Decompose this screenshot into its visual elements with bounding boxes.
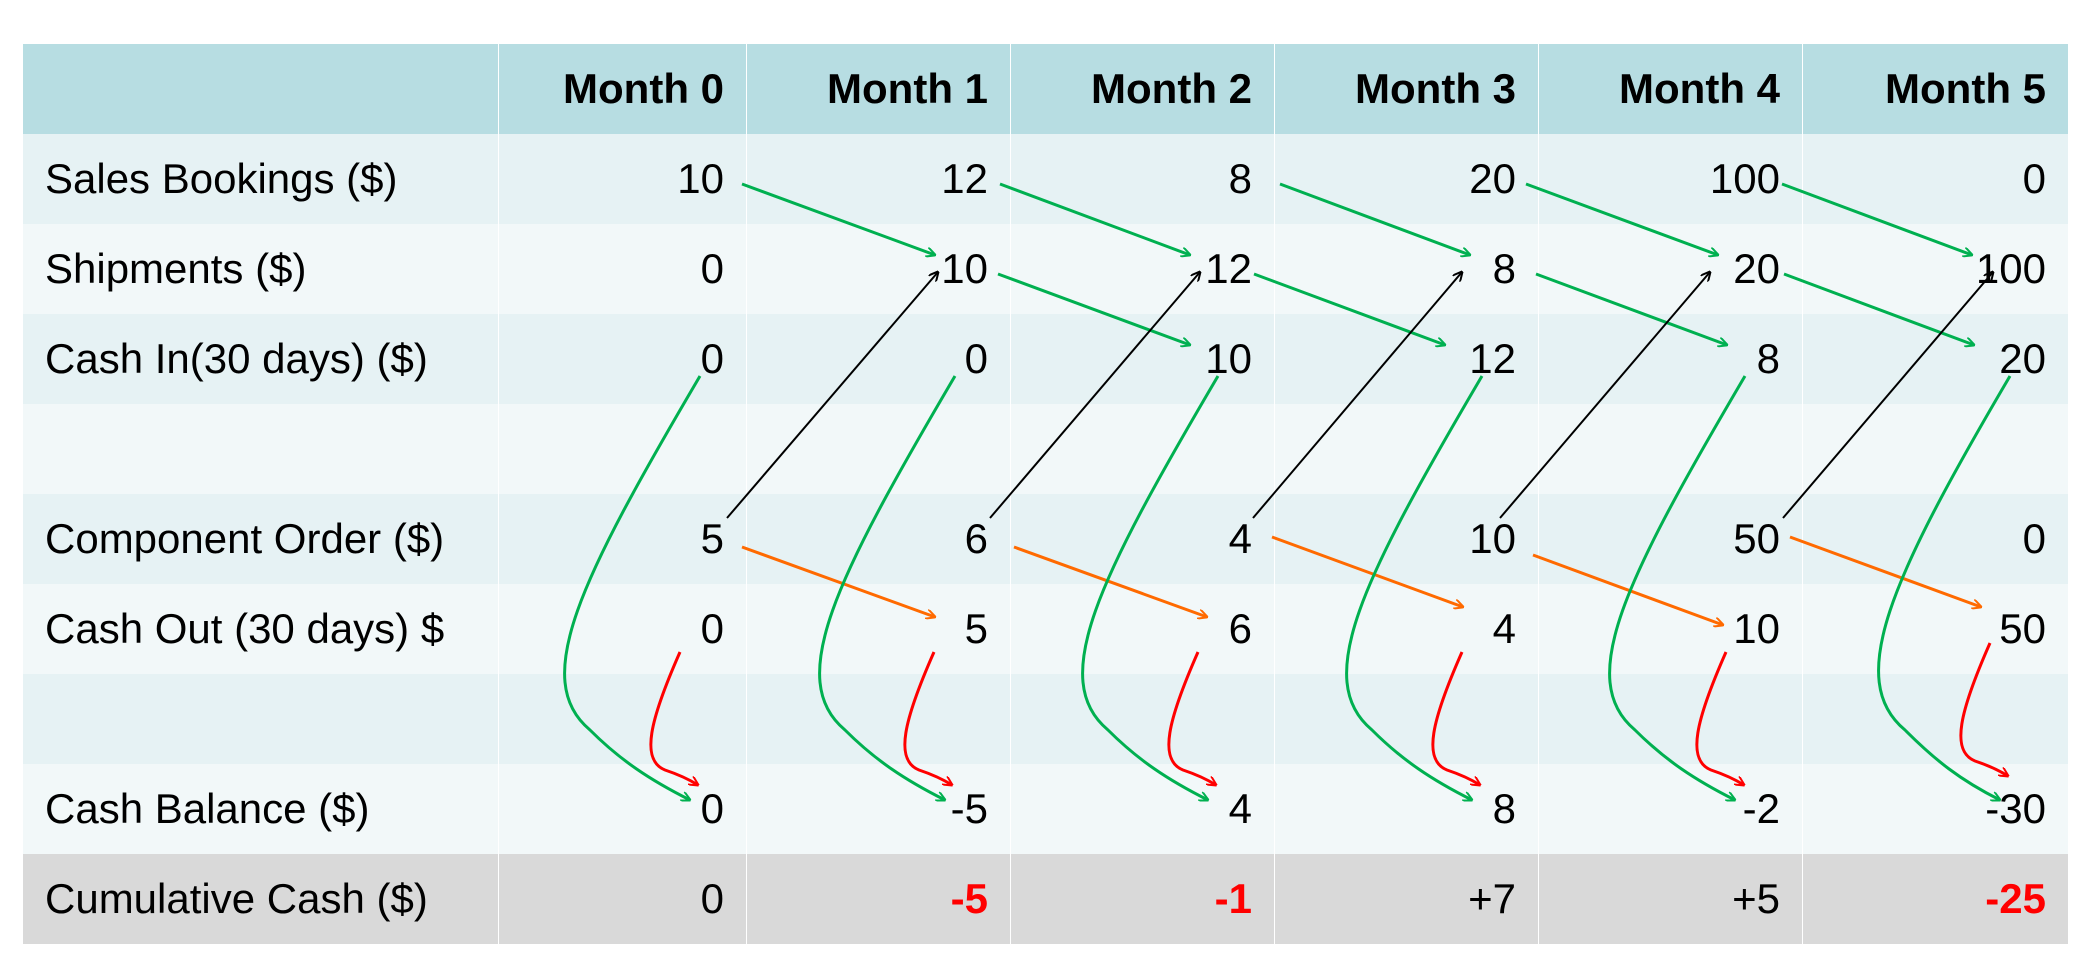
- row-label: [22, 404, 499, 494]
- header-row: Month 0 Month 1 Month 2 Month 3 Month 4 …: [22, 44, 2069, 134]
- cell-month-3: 8: [1274, 764, 1539, 854]
- cell-month-1: 6: [746, 494, 1011, 584]
- cell-month-4: +5: [1538, 854, 1803, 944]
- cell-month-0: 5: [498, 494, 747, 584]
- cell-month-1: [746, 674, 1011, 764]
- cell-month-2: 12: [1010, 224, 1275, 314]
- row-label: Shipments ($): [22, 224, 499, 314]
- cell-month-0: 0: [498, 764, 747, 854]
- cell-month-1: 5: [746, 584, 1011, 674]
- row-label: Cash Balance ($): [22, 764, 499, 854]
- row-label: Component Order ($): [22, 494, 499, 584]
- cell-month-2: 6: [1010, 584, 1275, 674]
- cell-month-4: 8: [1538, 314, 1803, 404]
- cell-month-3: 20: [1274, 134, 1539, 224]
- cell-month-2: [1010, 674, 1275, 764]
- header-month-5: Month 5: [1802, 44, 2069, 134]
- cell-month-2: 10: [1010, 314, 1275, 404]
- cell-month-5: 0: [1802, 494, 2069, 584]
- cell-month-3: 10: [1274, 494, 1539, 584]
- cell-month-5: 50: [1802, 584, 2069, 674]
- cell-month-4: 10: [1538, 584, 1803, 674]
- header-month-0: Month 0: [498, 44, 747, 134]
- cell-month-1: 12: [746, 134, 1011, 224]
- cashflow-table: Month 0 Month 1 Month 2 Month 3 Month 4 …: [22, 44, 2069, 944]
- header-month-2: Month 2: [1010, 44, 1275, 134]
- row-cash-in: Cash In(30 days) ($) 0 0 10 12 8 20: [22, 314, 2069, 404]
- row-label: Sales Bookings ($): [22, 134, 499, 224]
- row-spacer: [22, 404, 2069, 494]
- cell-month-0: 0: [498, 584, 747, 674]
- cell-month-4: -2: [1538, 764, 1803, 854]
- header-month-3: Month 3: [1274, 44, 1539, 134]
- cell-month-5: [1802, 674, 2069, 764]
- cell-month-2: 8: [1010, 134, 1275, 224]
- cell-month-5: -30: [1802, 764, 2069, 854]
- row-shipments: Shipments ($) 0 10 12 8 20 100: [22, 224, 2069, 314]
- row-label: Cash In(30 days) ($): [22, 314, 499, 404]
- header-month-1: Month 1: [746, 44, 1011, 134]
- cell-month-0: 0: [498, 224, 747, 314]
- cell-month-1: -5: [746, 764, 1011, 854]
- cell-month-0: 10: [498, 134, 747, 224]
- row-label: Cumulative Cash ($): [22, 854, 499, 944]
- cell-month-4: [1538, 674, 1803, 764]
- cell-month-0: [498, 674, 747, 764]
- cell-month-5: 100: [1802, 224, 2069, 314]
- cell-month-2: 4: [1010, 764, 1275, 854]
- cell-month-5: [1802, 404, 2069, 494]
- cell-month-2: -1: [1010, 854, 1275, 944]
- cell-month-1: 10: [746, 224, 1011, 314]
- row-cash-balance: Cash Balance ($) 0 -5 4 8 -2 -30: [22, 764, 2069, 854]
- cell-month-4: 20: [1538, 224, 1803, 314]
- row-cumulative-cash: Cumulative Cash ($) 0 -5 -1 +7 +5 -25: [22, 854, 2069, 944]
- cell-month-3: 12: [1274, 314, 1539, 404]
- row-label: [22, 674, 499, 764]
- header-month-4: Month 4: [1538, 44, 1803, 134]
- cell-month-1: 0: [746, 314, 1011, 404]
- header-corner-cell: [22, 44, 499, 134]
- cell-month-3: 4: [1274, 584, 1539, 674]
- cell-month-0: 0: [498, 314, 747, 404]
- row-label: Cash Out (30 days) $: [22, 584, 499, 674]
- row-spacer: [22, 674, 2069, 764]
- cell-month-4: 100: [1538, 134, 1803, 224]
- cell-month-5: -25: [1802, 854, 2069, 944]
- cell-month-4: [1538, 404, 1803, 494]
- cell-month-0: [498, 404, 747, 494]
- cell-month-5: 0: [1802, 134, 2069, 224]
- cell-month-1: [746, 404, 1011, 494]
- cell-month-5: 20: [1802, 314, 2069, 404]
- row-cash-out: Cash Out (30 days) $ 0 5 6 4 10 50: [22, 584, 2069, 674]
- cell-month-1: -5: [746, 854, 1011, 944]
- cell-month-2: 4: [1010, 494, 1275, 584]
- cell-month-3: 8: [1274, 224, 1539, 314]
- row-sales-bookings: Sales Bookings ($) 10 12 8 20 100 0: [22, 134, 2069, 224]
- row-component-order: Component Order ($) 5 6 4 10 50 0: [22, 494, 2069, 584]
- cell-month-0: 0: [498, 854, 747, 944]
- cell-month-3: [1274, 674, 1539, 764]
- cell-month-3: [1274, 404, 1539, 494]
- cell-month-3: +7: [1274, 854, 1539, 944]
- cell-month-2: [1010, 404, 1275, 494]
- cell-month-4: 50: [1538, 494, 1803, 584]
